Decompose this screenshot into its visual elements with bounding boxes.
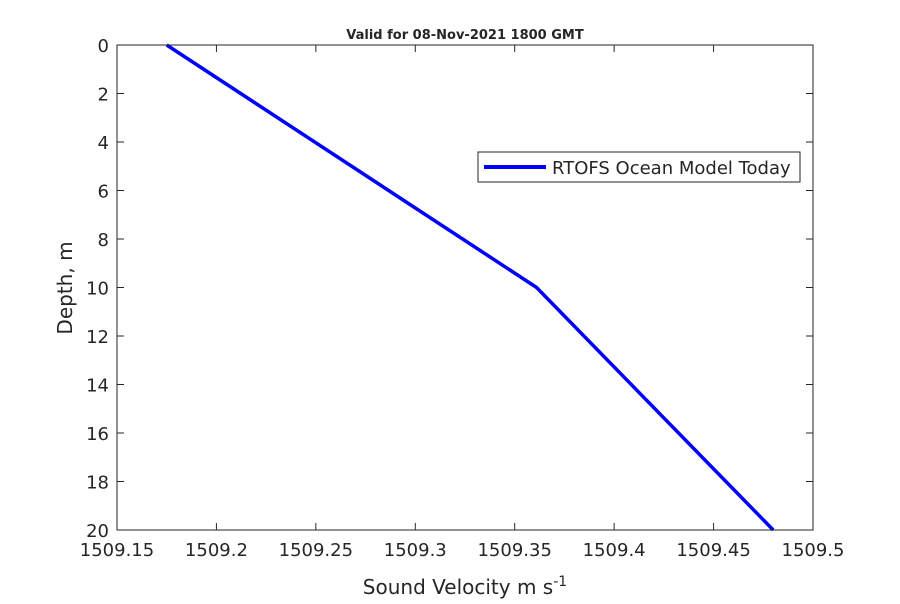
- x-tick-label: 1509.4: [583, 540, 646, 561]
- y-tick-label: 2: [98, 85, 109, 106]
- y-tick-label: 18: [86, 473, 109, 494]
- x-tick-label: 1509.2: [185, 540, 248, 561]
- x-axis-label-exponent: -1: [553, 574, 567, 590]
- y-axis-label: Depth, m: [53, 241, 77, 334]
- legend-label: RTOFS Ocean Model Today: [552, 158, 791, 179]
- y-tick-label: 10: [86, 279, 109, 300]
- y-axis: 0 2 4 6 8 10 12 14 16 18 20: [86, 36, 813, 542]
- plot-frame: [117, 45, 813, 530]
- x-tick-label: 1509.25: [279, 540, 353, 561]
- y-tick-label: 12: [86, 327, 109, 348]
- x-tick-label: 1509.35: [477, 540, 551, 561]
- x-axis-label-text: Sound Velocity m s: [363, 575, 553, 599]
- y-tick-label: 16: [86, 424, 109, 445]
- x-tick-label: 1509.3: [384, 540, 447, 561]
- y-tick-label: 4: [98, 133, 109, 154]
- y-tick-label: 0: [98, 36, 109, 57]
- legend: RTOFS Ocean Model Today: [478, 152, 800, 182]
- x-tick-label: 1509.15: [80, 540, 154, 561]
- x-axis-label: Sound Velocity m s-1: [363, 574, 567, 599]
- chart-title: Valid for 08-Nov-2021 1800 GMT: [346, 28, 584, 43]
- series-line: [167, 45, 774, 530]
- y-tick-label: 6: [98, 182, 109, 203]
- x-tick-label: 1509.5: [782, 540, 845, 561]
- x-tick-label: 1509.45: [676, 540, 750, 561]
- y-tick-label: 8: [98, 230, 109, 251]
- y-tick-label: 20: [86, 521, 109, 542]
- y-tick-label: 14: [86, 376, 109, 397]
- series-group: [167, 45, 774, 530]
